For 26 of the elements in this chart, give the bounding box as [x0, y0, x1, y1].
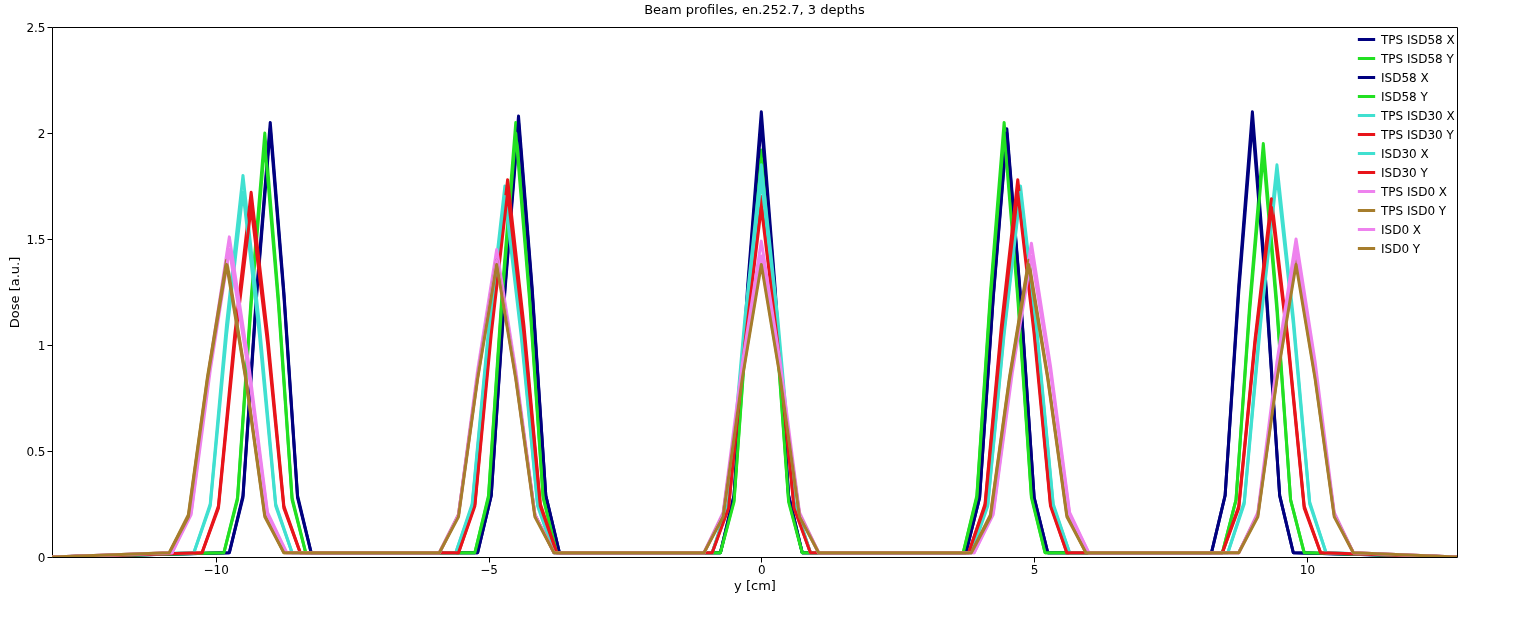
legend-label: ISD30 Y: [1381, 165, 1429, 180]
legend-label: ISD0 X: [1381, 222, 1422, 237]
legend-label: ISD58 X: [1381, 70, 1429, 85]
x-tick-label: −5: [480, 562, 498, 577]
legend-label: ISD58 Y: [1381, 89, 1429, 104]
x-tick-label: 0: [758, 562, 766, 577]
legend-label: TPS ISD30 X: [1380, 108, 1455, 123]
y-tick-label: 2: [37, 126, 46, 141]
legend-label: TPS ISD0 X: [1380, 184, 1448, 199]
chart-title: Beam profiles, en.252.7, 3 depths: [644, 2, 866, 17]
legend-label: TPS ISD30 Y: [1380, 127, 1455, 142]
y-tick-label: 0.5: [26, 444, 46, 459]
y-tick-label: 0: [37, 550, 46, 565]
legend-label: TPS ISD58 X: [1380, 32, 1455, 47]
x-tick-label: 5: [1030, 562, 1039, 577]
x-axis-title: y [cm]: [734, 577, 776, 593]
x-tick-label: −10: [203, 562, 229, 577]
x-tick-label: 10: [1299, 562, 1316, 577]
y-tick-label: 1: [37, 338, 46, 353]
legend-label: TPS ISD58 Y: [1380, 51, 1455, 66]
legend-label: ISD30 X: [1381, 146, 1429, 161]
y-tick-label: 2.5: [26, 20, 46, 35]
legend-label: ISD0 Y: [1381, 241, 1421, 256]
legend-label: TPS ISD0 Y: [1380, 203, 1447, 218]
y-axis-title: Dose [a.u.]: [7, 256, 23, 329]
y-tick-label: 1.5: [26, 232, 46, 247]
